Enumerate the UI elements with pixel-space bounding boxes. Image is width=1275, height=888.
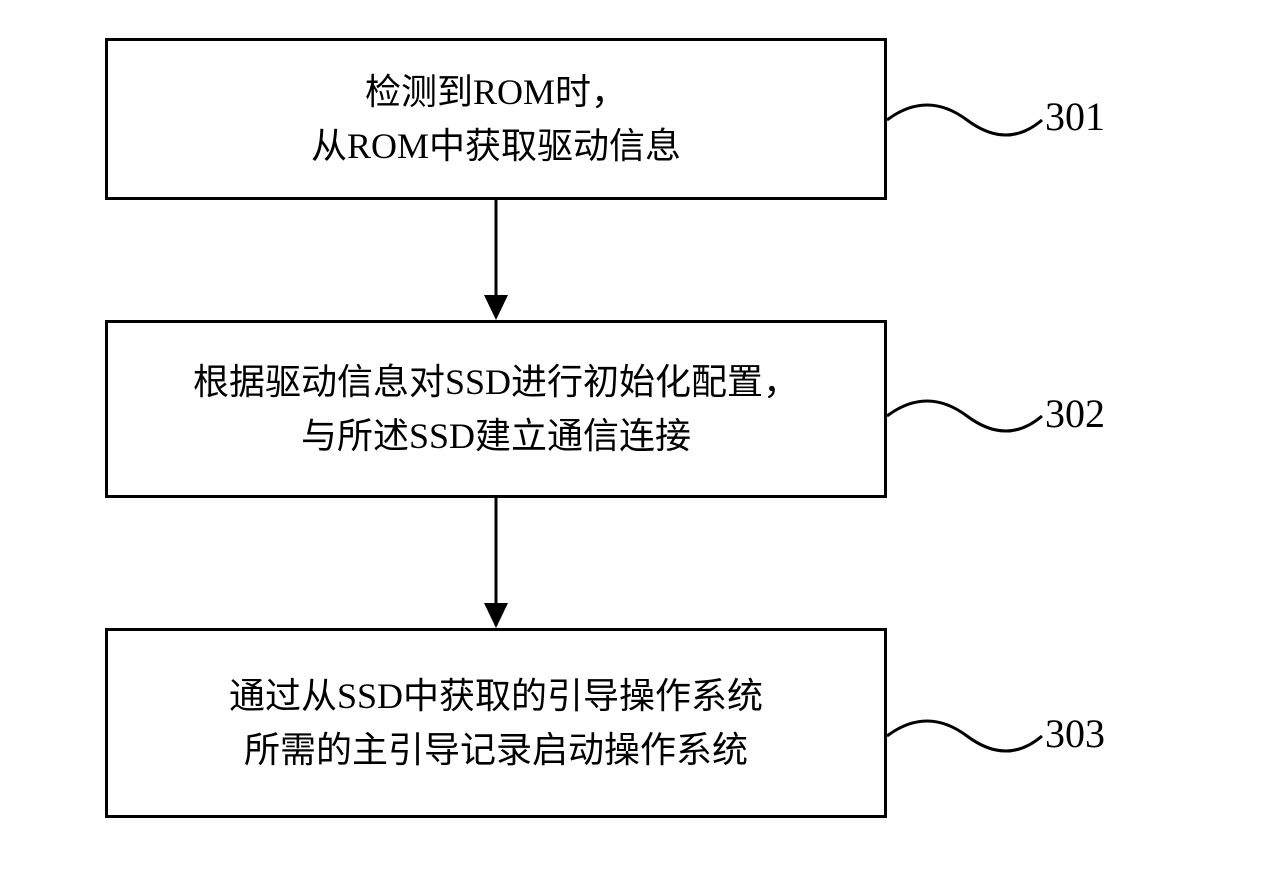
flowchart-box-3: 通过从SSD中获取的引导操作系统 所需的主引导记录启动操作系统 — [105, 628, 887, 818]
wave-connector-1 — [887, 85, 1047, 160]
wave-connector-2 — [887, 381, 1047, 456]
wave-2-svg — [887, 381, 1047, 451]
box-1-text: 检测到ROM时， 从ROM中获取驱动信息 — [311, 65, 681, 173]
label-302: 302 — [1045, 390, 1105, 437]
label-301: 301 — [1045, 93, 1105, 140]
arrow-1 — [476, 200, 516, 335]
arrow-2 — [476, 498, 516, 643]
box-2-text: 根据驱动信息对SSD进行初始化配置， 与所述SSD建立通信连接 — [193, 355, 799, 463]
arrow-1-svg — [476, 200, 516, 330]
wave-connector-3 — [887, 701, 1047, 776]
flowchart-box-2: 根据驱动信息对SSD进行初始化配置， 与所述SSD建立通信连接 — [105, 320, 887, 498]
box-3-text: 通过从SSD中获取的引导操作系统 所需的主引导记录启动操作系统 — [229, 669, 763, 777]
wave-1-svg — [887, 85, 1047, 155]
flowchart-box-1: 检测到ROM时， 从ROM中获取驱动信息 — [105, 38, 887, 200]
label-303: 303 — [1045, 710, 1105, 757]
arrow-2-svg — [476, 498, 516, 638]
wave-3-svg — [887, 701, 1047, 771]
